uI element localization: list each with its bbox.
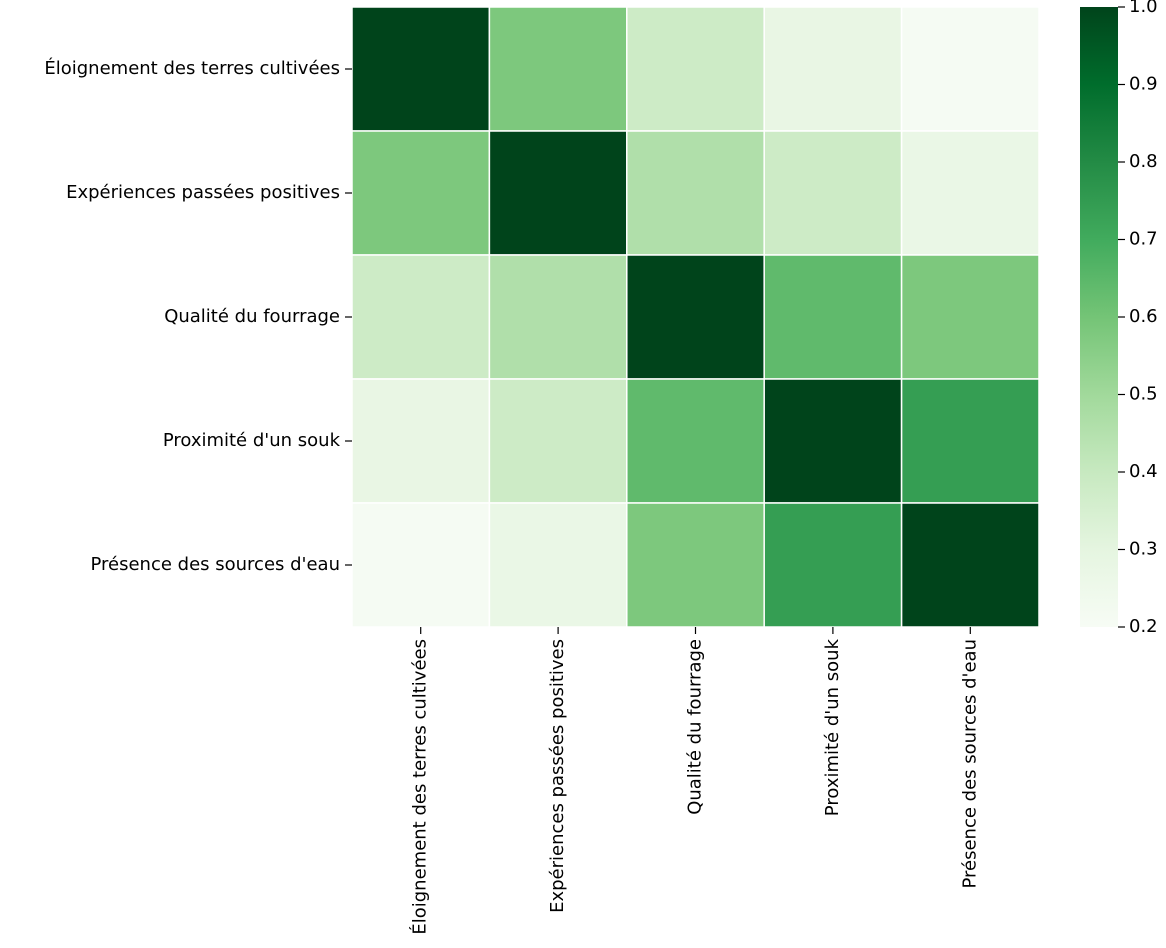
row-label: Éloignement des terres cultivées [44, 57, 340, 79]
heatmap-cell-r4-c1 [488, 502, 628, 628]
colorbar-tick-label: 0.8 [1129, 151, 1158, 172]
heatmap-cell-r0-c3 [763, 6, 903, 132]
row-labels: Éloignement des terres cultivées Expérien… [44, 57, 352, 575]
heatmap-cell-r1-c2 [626, 130, 765, 256]
column-labels: Éloignement des terres cultivées Expérien… [409, 627, 980, 935]
column-label: Éloignement des terres cultivées [409, 639, 431, 935]
column-label: Expériences passées positives [547, 639, 568, 913]
colorbar-tick-label: 0.3 [1129, 539, 1158, 560]
heatmap-cell-r0-c0 [351, 6, 491, 132]
heatmap-cell-r4-c3 [763, 502, 903, 628]
colorbar-tick-label: 0.4 [1129, 461, 1158, 482]
colorbar-gradient [1080, 7, 1118, 627]
heatmap-cell-r3-c4 [900, 378, 1040, 504]
row-label: Présence des sources d'eau [90, 554, 340, 575]
column-label: Qualité du fourrage [685, 639, 706, 815]
heatmap-cell-r0-c2 [626, 6, 765, 132]
column-label: Présence des sources d'eau [959, 639, 980, 889]
heatmap-cell-r2-c0 [351, 254, 491, 380]
row-label: Qualité du fourrage [164, 306, 340, 327]
heatmap-cell-r1-c4 [900, 130, 1040, 256]
heatmap-cell-r1-c3 [763, 130, 903, 256]
colorbar-tick-label: 0.7 [1129, 229, 1158, 250]
heatmap-cell-r3-c3 [763, 378, 903, 504]
heatmap-cell-r1-c0 [351, 130, 491, 256]
colorbar-tick-label: 1.0 [1129, 0, 1158, 17]
heatmap-cell-r0-c4 [900, 6, 1040, 132]
heatmap-cell-r3-c1 [488, 378, 628, 504]
heatmap-cell-r2-c4 [900, 254, 1040, 380]
heatmap-cell-r0-c1 [488, 6, 628, 132]
heatmap-cell-r2-c2 [626, 254, 765, 380]
row-label: Expériences passées positives [66, 182, 340, 203]
heatmap-cell-r2-c3 [763, 254, 903, 380]
heatmap-cell-r4-c0 [351, 502, 491, 628]
colorbar-tick-label: 0.5 [1129, 384, 1158, 405]
heatmap-cells [351, 6, 1040, 628]
colorbar-tick-label: 0.2 [1129, 616, 1158, 637]
heatmap-cell-r4-c2 [626, 502, 765, 628]
colorbar-tick-label: 0.6 [1129, 306, 1158, 327]
column-label: Proximité d'un souk [822, 638, 843, 816]
heatmap-cell-r4-c4 [900, 502, 1040, 628]
colorbar-tick-label: 0.9 [1129, 74, 1158, 95]
row-label: Proximité d'un souk [163, 430, 341, 451]
heatmap-cell-r1-c1 [488, 130, 628, 256]
heatmap-cell-r3-c2 [626, 378, 765, 504]
heatmap-cell-r3-c0 [351, 378, 491, 504]
heatmap-cell-r2-c1 [488, 254, 628, 380]
colorbar: 0.2 0.3 0.4 0.5 0.6 0.7 0.8 0.9 1.0 [1080, 0, 1158, 637]
